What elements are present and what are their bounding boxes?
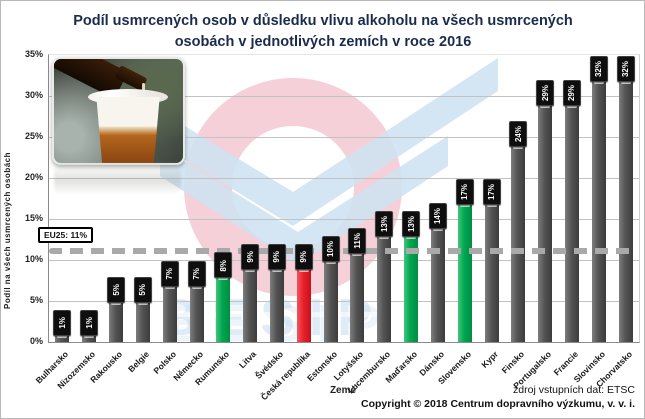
bar-value-label: 17%	[455, 178, 474, 205]
bar	[323, 260, 338, 342]
bar-value-label: 29%	[562, 80, 581, 107]
y-tick-label: 35%	[24, 49, 43, 59]
bar	[350, 251, 365, 342]
bar-value-label: 11%	[348, 227, 367, 254]
y-tick-label: 5%	[29, 295, 43, 305]
bar-value-label: 9%	[267, 244, 286, 271]
bar	[243, 268, 258, 342]
bar-value-text: 13%	[406, 216, 416, 233]
y-tick-label: 20%	[24, 172, 43, 182]
copyright-note: Copyright © 2018 Centrum dopravního výzk…	[361, 398, 635, 410]
bar	[162, 284, 177, 342]
y-tick-label: 0%	[29, 336, 43, 346]
bar-value-text: 17%	[487, 183, 496, 200]
bar-value-label: 5%	[107, 277, 126, 303]
bar-value-text: 9%	[245, 251, 255, 263]
gridline	[49, 301, 639, 302]
bar	[564, 104, 579, 342]
bar-value-label: 9%	[241, 244, 260, 271]
bar	[296, 268, 311, 342]
bar-value-label: 32%	[589, 55, 608, 82]
bar	[618, 79, 633, 342]
bar-top-highlight	[164, 285, 175, 289]
bar	[216, 276, 231, 342]
bar-value-text: 14%	[433, 208, 443, 225]
bar-value-label: 14%	[428, 203, 447, 230]
bar-value-text: 29%	[567, 85, 577, 102]
bar	[135, 301, 150, 342]
bar-value-text: 24%	[513, 126, 523, 143]
bar-value-text: 32%	[621, 60, 631, 77]
bar-top-highlight	[84, 334, 95, 338]
bar-top-highlight	[111, 302, 122, 305]
bar	[269, 268, 284, 342]
bar-value-text: 9%	[272, 251, 282, 263]
bar-value-text: 5%	[138, 284, 148, 296]
x-axis-title: Země	[329, 385, 357, 396]
y-tick-label: 10%	[24, 254, 43, 264]
bar-value-text: 8%	[218, 259, 228, 272]
bar-value-label: 1%	[80, 309, 99, 336]
bar-top-highlight	[137, 302, 148, 305]
bar-value-text: 10%	[326, 240, 336, 257]
beer-photo-reflection	[54, 163, 181, 195]
bar-value-label: 32%	[616, 55, 635, 82]
bar-value-label: 5%	[133, 277, 152, 303]
bar-top-highlight	[540, 105, 551, 109]
bar	[484, 202, 499, 342]
bar-value-label: 1%	[53, 309, 72, 336]
bar-value-text: 5%	[111, 284, 121, 296]
bar-value-label: 9%	[294, 244, 313, 271]
bar-value-label: 29%	[536, 80, 555, 107]
bar-value-text: 1%	[57, 317, 67, 329]
bar-value-text: 32%	[594, 60, 604, 77]
bar-value-text: 13%	[379, 216, 389, 233]
bar-top-highlight	[57, 334, 68, 338]
bar-value-label: 17%	[482, 178, 501, 205]
eu25-reference-line	[49, 248, 637, 254]
bar-top-highlight	[620, 80, 631, 84]
bar-value-label: 10%	[321, 236, 340, 262]
bar-value-text: 7%	[192, 267, 201, 280]
bar-value-label: 8%	[214, 252, 233, 279]
bar-value-text: 7%	[165, 267, 175, 280]
bar	[82, 333, 97, 342]
bar	[511, 145, 526, 342]
bar	[109, 301, 124, 342]
bar	[55, 333, 70, 342]
chart-title: Podíl usmrcených osob v důsledku vlivu a…	[73, 13, 573, 51]
bar	[591, 79, 606, 342]
data-source-note: zdroj vstupních dat: ETSC	[513, 384, 635, 396]
y-tick-label: 15%	[24, 213, 43, 223]
bar-value-text: 17%	[460, 183, 470, 200]
bar-value-label: 13%	[375, 211, 394, 238]
bar-value-text: 29%	[540, 85, 550, 102]
y-tick-label: 30%	[24, 90, 43, 100]
bar-top-highlight	[593, 80, 604, 84]
beer-photo-image	[52, 57, 185, 165]
bar-value-text: 11%	[352, 233, 362, 249]
bar	[430, 227, 445, 342]
bar	[457, 202, 472, 342]
bar-value-label: 13%	[402, 211, 421, 238]
bar	[538, 104, 553, 342]
bar-value-label: 7%	[160, 260, 179, 287]
beer-glass-graphic	[96, 97, 160, 163]
bar-value-text: 9%	[299, 251, 309, 263]
bar	[189, 284, 204, 342]
bar-top-highlight	[513, 146, 524, 150]
y-tick-label: 25%	[24, 131, 43, 141]
bar-top-highlight	[566, 105, 577, 109]
bar-value-label: 7%	[187, 260, 206, 287]
bar-value-label: 24%	[509, 121, 528, 148]
bar-value-text: 1%	[84, 317, 94, 329]
y-axis-title: Podíl na všech usmrcených osobách	[3, 152, 12, 310]
eu25-reference-label: EU25: 11%	[38, 227, 93, 243]
